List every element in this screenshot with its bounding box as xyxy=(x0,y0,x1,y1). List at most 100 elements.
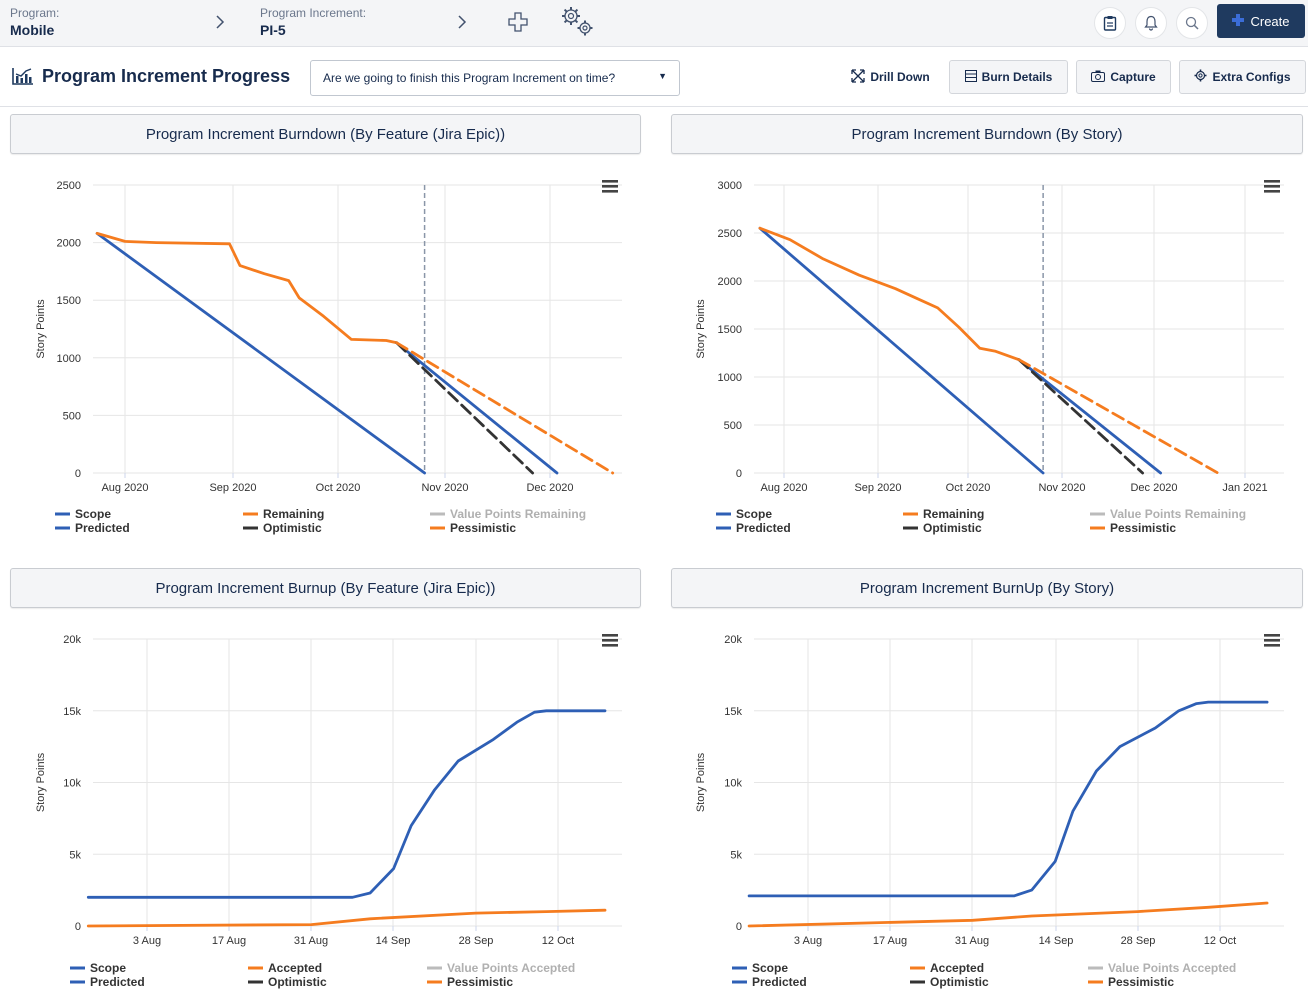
y-axis-label: Story Points xyxy=(35,299,47,359)
legend-item: Scope xyxy=(736,507,772,521)
series-line-scope xyxy=(747,700,1269,898)
pi-breadcrumb[interactable]: Program Increment: PI-5 xyxy=(260,6,366,38)
burndown-feature-chart: 2500 2000 1500 1000 500 0 Aug 2020 Sep 2020 Oct … xyxy=(35,180,622,535)
burndown-story-chart: 3000 2500 2000 1500 1000 500 0 Aug 2020 Sep 2020… xyxy=(695,180,1284,535)
x-tick-label: Oct 2020 xyxy=(316,482,361,494)
create-button[interactable]: Create xyxy=(1217,4,1305,38)
legend-item: Value Points Remaining xyxy=(1110,507,1246,521)
legend-item: Remaining xyxy=(263,507,324,521)
menu-bar xyxy=(1264,180,1280,183)
caret-down-icon: ▼ xyxy=(658,71,667,81)
burn-details-button[interactable]: Burn Details xyxy=(949,60,1068,94)
legend-item: Scope xyxy=(752,961,788,975)
question-select-value: Are we going to finish this Program Incr… xyxy=(323,71,616,85)
x-tick-label: 31 Aug xyxy=(294,935,328,947)
y-axis-label: Story Points xyxy=(695,752,707,812)
legend-item: Pessimistic xyxy=(450,521,516,535)
burnup-feature-chart: 20k 15k 10k 5k 0 3 Aug 17 Aug 31 Aug 14 Sep 28 Se… xyxy=(35,634,622,989)
settings-gears-icon[interactable] xyxy=(560,5,596,44)
y-tick-label: 500 xyxy=(724,420,742,432)
menu-hamburger-icon[interactable] xyxy=(602,634,618,647)
x-tick-label: Nov 2020 xyxy=(421,482,468,494)
extra-configs-button[interactable]: Extra Configs xyxy=(1179,60,1306,94)
menu-bar xyxy=(1264,185,1280,188)
series-line-predicted xyxy=(1017,358,1163,475)
series-line-scope xyxy=(95,232,427,475)
add-icon[interactable] xyxy=(508,12,528,37)
y-axis-label: Story Points xyxy=(35,752,47,812)
menu-bar xyxy=(1264,644,1280,647)
chevron-right-icon xyxy=(215,14,225,35)
menu-hamburger-icon[interactable] xyxy=(602,180,618,193)
page-title: Program Increment Progress xyxy=(42,66,291,86)
y-tick-label: 2000 xyxy=(718,276,742,288)
capture-button[interactable]: Capture xyxy=(1076,60,1171,94)
program-label: Program: xyxy=(10,6,60,20)
legend-item: Accepted xyxy=(930,961,984,975)
y-tick-label: 2500 xyxy=(718,228,742,240)
y-tick-label: 1000 xyxy=(57,353,81,365)
legend-item: Predicted xyxy=(752,975,807,989)
panel-title-burndown-story: Program Increment Burndown (By Story) xyxy=(671,114,1303,154)
y-tick-label: 20k xyxy=(63,634,81,646)
x-tick-label: Nov 2020 xyxy=(1038,482,1085,494)
search-icon[interactable] xyxy=(1176,7,1208,39)
create-label: Create xyxy=(1250,13,1290,29)
y-tick-label: 5k xyxy=(69,849,81,861)
series-line-scope xyxy=(758,226,1045,475)
chart-icon xyxy=(12,66,34,91)
menu-hamburger-icon[interactable] xyxy=(1264,634,1280,647)
series-line-scope xyxy=(86,709,607,899)
program-breadcrumb[interactable]: Program: Mobile xyxy=(10,6,59,38)
legend-item: Pessimistic xyxy=(447,975,513,989)
chevron-right-icon xyxy=(457,14,467,35)
capture-label: Capture xyxy=(1110,70,1156,84)
x-tick-label: Sep 2020 xyxy=(209,482,256,494)
x-tick-label: 14 Sep xyxy=(1039,935,1074,947)
x-tick-label: 28 Sep xyxy=(1121,935,1156,947)
y-tick-label: 2500 xyxy=(57,180,81,192)
clipboard-icon[interactable] xyxy=(1094,7,1126,39)
y-tick-label: 0 xyxy=(736,921,742,933)
y-tick-label: 10k xyxy=(724,778,742,790)
series-line-predicted xyxy=(395,341,559,475)
burn-details-label: Burn Details xyxy=(981,70,1053,84)
menu-bar xyxy=(602,639,618,642)
legend-item: Optimistic xyxy=(930,975,989,989)
y-tick-label: 500 xyxy=(63,410,81,422)
legend-item: Scope xyxy=(90,961,126,975)
menu-bar xyxy=(602,634,618,637)
legend-item: Remaining xyxy=(923,507,984,521)
legend-item: Optimistic xyxy=(268,975,327,989)
x-tick-label: 3 Aug xyxy=(794,935,822,947)
arrows-icon xyxy=(851,68,865,86)
bell-icon[interactable] xyxy=(1135,7,1167,39)
drill-down-button[interactable]: Drill Down xyxy=(843,60,938,94)
legend-item: Accepted xyxy=(268,961,322,975)
legend-item: Value Points Accepted xyxy=(447,961,575,975)
y-tick-label: 1500 xyxy=(718,324,742,336)
x-tick-label: 17 Aug xyxy=(873,935,907,947)
y-tick-label: 0 xyxy=(75,468,81,480)
x-tick-label: 12 Oct xyxy=(1204,935,1236,947)
y-tick-label: 0 xyxy=(75,921,81,933)
y-tick-label: 0 xyxy=(736,468,742,480)
x-tick-label: 17 Aug xyxy=(212,935,246,947)
pi-label: Program Increment: xyxy=(260,6,367,20)
menu-bar xyxy=(602,190,618,193)
menu-hamburger-icon[interactable] xyxy=(1264,180,1280,193)
menu-bar xyxy=(602,185,618,188)
drill-down-label: Drill Down xyxy=(870,70,930,84)
page-header: Program Increment Progress Are we going … xyxy=(0,47,1308,107)
question-select[interactable]: Are we going to finish this Program Incr… xyxy=(310,60,680,96)
camera-icon xyxy=(1091,70,1106,85)
y-tick-label: 10k xyxy=(63,778,81,790)
burnup-story-chart: 20k 15k 10k 5k 0 3 Aug 17 Aug 31 Aug 14 Sep 28 Se… xyxy=(695,634,1284,989)
menu-bar xyxy=(1264,639,1280,642)
legend-item: Optimistic xyxy=(263,521,322,535)
legend-item: Pessimistic xyxy=(1108,975,1174,989)
series-line-optimistic xyxy=(395,341,534,475)
series-line-accepted xyxy=(747,901,1269,928)
legend-item: Scope xyxy=(75,507,111,521)
x-tick-label: 14 Sep xyxy=(376,935,411,947)
